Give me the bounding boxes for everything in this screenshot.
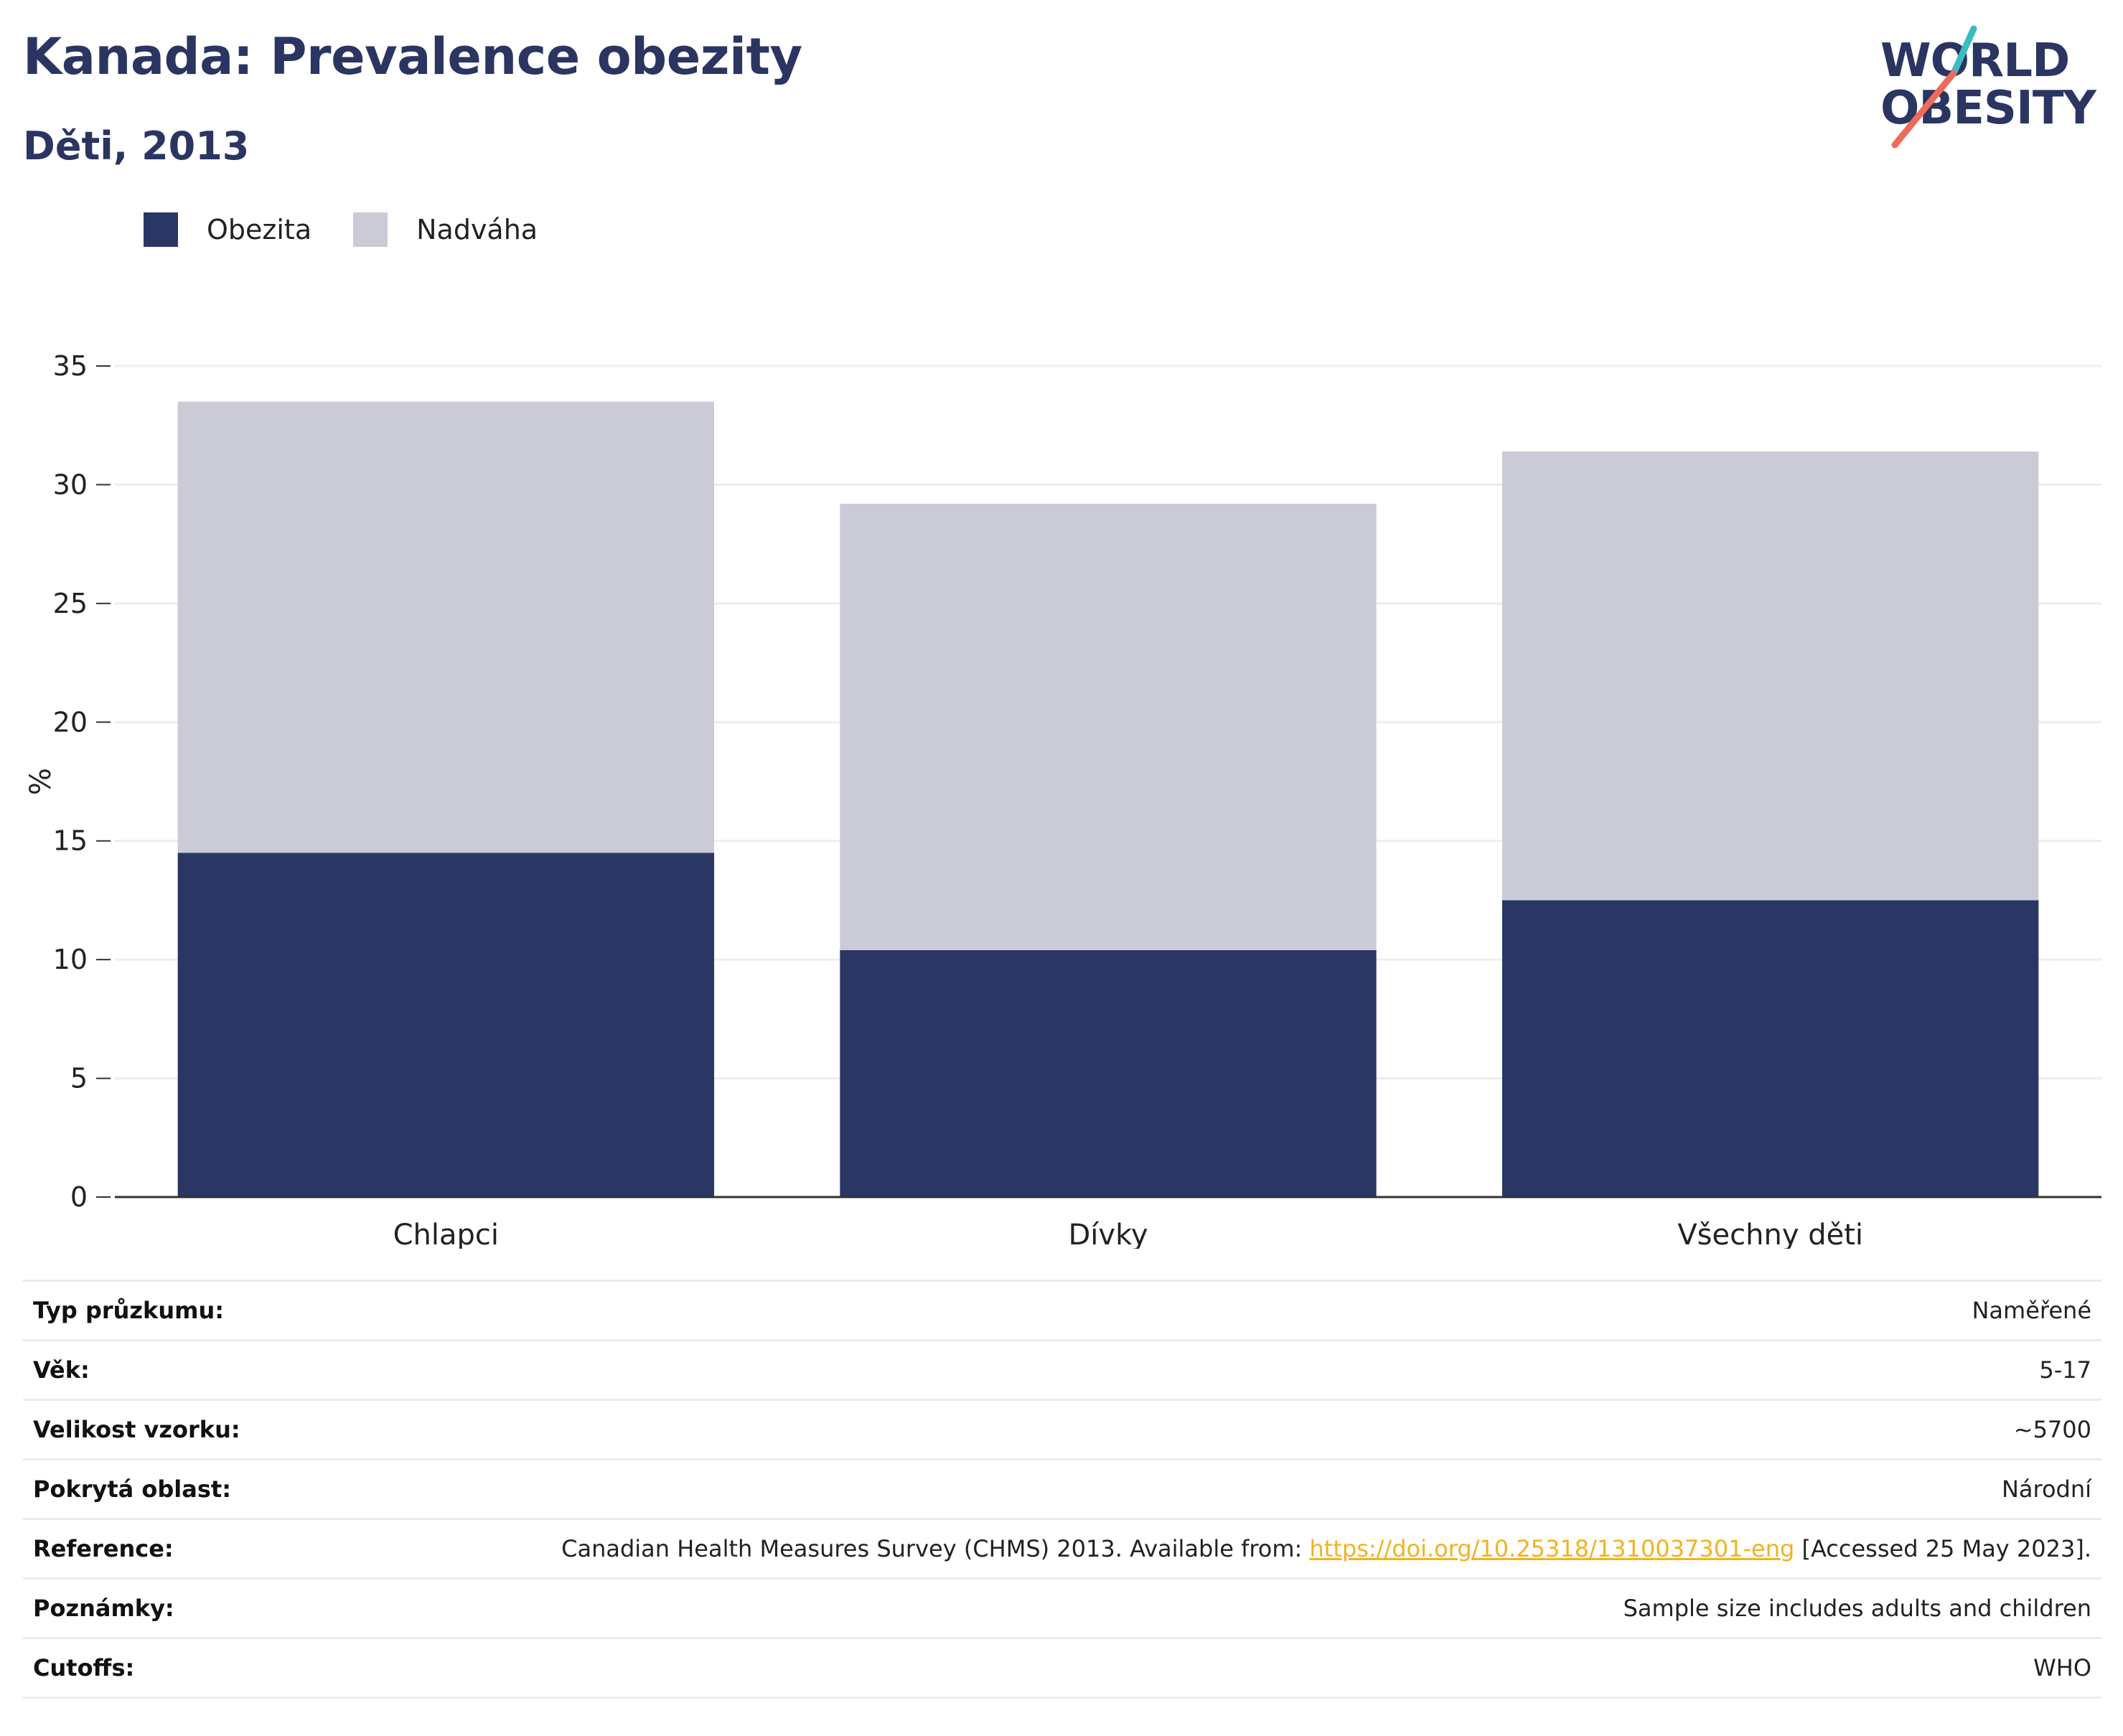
info-value: 5-17 bbox=[2039, 1356, 2091, 1384]
bar-segment-obesity[interactable] bbox=[177, 853, 715, 1197]
bar-segment-overweight[interactable] bbox=[177, 401, 715, 853]
bar-segment-overweight[interactable] bbox=[840, 503, 1377, 950]
chart-title: Kanada: Prevalence obezity bbox=[23, 27, 802, 86]
y-tick-label: 5 bbox=[70, 1063, 88, 1094]
bar-segment-obesity[interactable] bbox=[1501, 900, 2039, 1197]
info-label: Cutoffs: bbox=[33, 1654, 135, 1681]
table-row: Velikost vzorku: ~5700 bbox=[23, 1399, 2101, 1460]
x-tick-label: Chlapci bbox=[393, 1219, 499, 1249]
y-tick-label: 35 bbox=[53, 350, 88, 382]
y-tick-label: 10 bbox=[53, 944, 88, 975]
legend-item-overweight[interactable]: Nadváha bbox=[353, 212, 538, 247]
info-value: WHO bbox=[2033, 1654, 2091, 1681]
bar-segment-overweight[interactable] bbox=[1501, 451, 2039, 901]
info-value: ~5700 bbox=[2013, 1416, 2091, 1443]
survey-info-table: Typ průzkumu: Naměřené Věk: 5-17 Velikos… bbox=[23, 1280, 2101, 1699]
legend-item-obesity[interactable]: Obezita bbox=[144, 212, 311, 247]
info-label: Typ průzkumu: bbox=[33, 1297, 225, 1324]
reference-accessed: [Accessed 25 May 2023]. bbox=[1794, 1535, 2091, 1562]
bar-segment-obesity[interactable] bbox=[840, 949, 1377, 1197]
legend-label-obesity: Obezita bbox=[207, 214, 312, 245]
info-label: Věk: bbox=[33, 1356, 90, 1384]
chart-subtitle: Děti, 2013 bbox=[23, 123, 250, 169]
table-row: Cutoffs: WHO bbox=[23, 1638, 2101, 1698]
table-row: Pokrytá oblast: Národní bbox=[23, 1459, 2101, 1519]
world-obesity-logo: WORLD OBESITY bbox=[1866, 22, 2110, 158]
x-tick-label: Dívky bbox=[1069, 1219, 1148, 1249]
info-value: Sample size includes adults and children bbox=[1623, 1595, 2091, 1622]
info-label: Pokrytá oblast: bbox=[33, 1475, 231, 1503]
chart-legend: Obezita Nadváha bbox=[144, 212, 579, 247]
reference-link[interactable]: https://doi.org/10.25318/1310037301-eng bbox=[1309, 1535, 1795, 1562]
info-label: Poznámky: bbox=[33, 1595, 174, 1622]
x-tick-label: Všechny děti bbox=[1677, 1219, 1863, 1249]
legend-swatch-overweight bbox=[353, 212, 388, 247]
y-axis-ticks: 0 5 10 15 20 25 30 35 bbox=[53, 350, 111, 1213]
logo-slash-icon bbox=[1891, 25, 1977, 149]
logo-line-2: OBESITY bbox=[1880, 82, 2096, 135]
info-value-reference: Canadian Health Measures Survey (CHMS) 2… bbox=[474, 1519, 2101, 1579]
legend-label-overweight: Nadváha bbox=[416, 214, 538, 245]
info-label: Reference: bbox=[33, 1535, 174, 1562]
y-tick-label: 30 bbox=[53, 469, 88, 500]
table-row: Reference: Canadian Health Measures Surv… bbox=[23, 1519, 2101, 1579]
table-row: Věk: 5-17 bbox=[23, 1340, 2101, 1400]
y-axis-label: % bbox=[24, 768, 57, 795]
y-tick-label: 20 bbox=[53, 706, 88, 738]
reference-text: Canadian Health Measures Survey (CHMS) 2… bbox=[561, 1535, 1310, 1562]
table-row: Poznámky: Sample size includes adults an… bbox=[23, 1578, 2101, 1638]
y-tick-label: 15 bbox=[53, 825, 88, 857]
y-tick-label: 25 bbox=[53, 588, 88, 619]
info-value: Národní bbox=[2001, 1475, 2091, 1503]
legend-swatch-obesity bbox=[144, 212, 178, 247]
info-label: Velikost vzorku: bbox=[33, 1416, 240, 1443]
bars bbox=[177, 401, 2039, 1197]
y-tick-label: 0 bbox=[70, 1181, 88, 1213]
logo-line-1: WORLD bbox=[1880, 34, 2070, 88]
table-row: Typ průzkumu: Naměřené bbox=[23, 1280, 2101, 1341]
info-value: Naměřené bbox=[1972, 1297, 2091, 1324]
x-axis-ticks: Chlapci Dívky Všechny děti bbox=[393, 1219, 1863, 1249]
